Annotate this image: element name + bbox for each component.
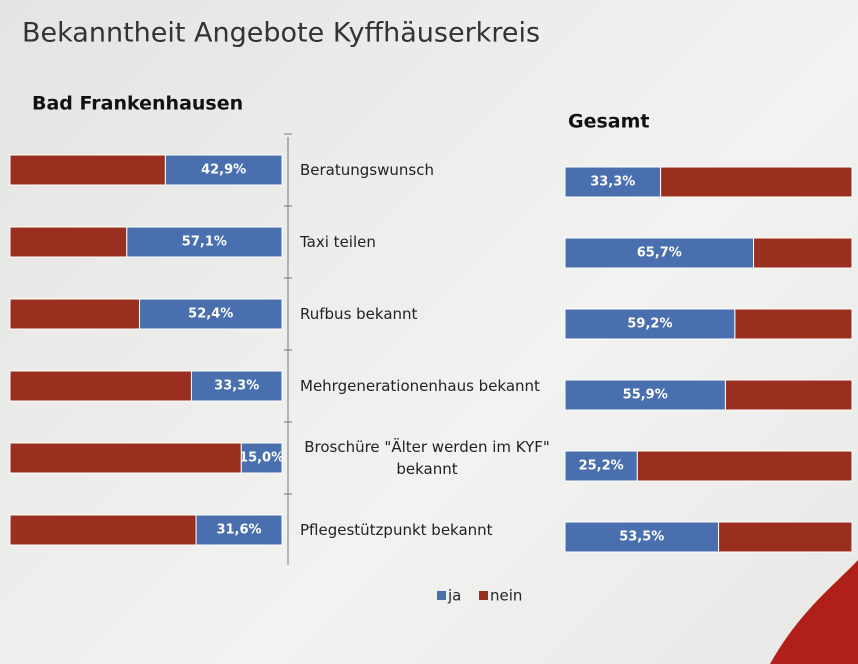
bar-segment bbox=[718, 521, 853, 553]
bar-segment bbox=[9, 298, 140, 330]
decoration bbox=[770, 560, 858, 664]
legend-swatch bbox=[437, 591, 446, 600]
data-label: 65,7% bbox=[637, 246, 682, 261]
data-label: 33,3% bbox=[214, 379, 259, 394]
chart-title: Bekanntheit Angebote Kyffhäuserkreis bbox=[22, 18, 540, 49]
category-label: Pflegestützpunkt bekannt bbox=[300, 521, 493, 539]
bar-segment bbox=[753, 237, 853, 269]
bar-segment bbox=[9, 442, 242, 474]
category-label: Rufbus bekannt bbox=[300, 305, 418, 323]
data-label: 25,2% bbox=[579, 459, 624, 474]
legend-label: nein bbox=[490, 587, 522, 605]
bar-segment bbox=[636, 450, 853, 482]
bar-segment bbox=[734, 308, 853, 340]
bar-segment bbox=[9, 514, 197, 546]
legend-swatch bbox=[479, 591, 488, 600]
bar-segment bbox=[660, 166, 853, 198]
category-label: Mehrgenerationenhaus bekannt bbox=[300, 377, 540, 395]
category-label: Beratungswunsch bbox=[300, 161, 434, 179]
bar-segment bbox=[138, 298, 283, 330]
bar-segment bbox=[9, 226, 128, 258]
bar-segment bbox=[564, 450, 638, 482]
category-label: Broschüre "Älter werden im KYF" bekannt bbox=[304, 438, 550, 478]
data-label: 52,4% bbox=[188, 307, 233, 322]
bar-segment bbox=[564, 308, 736, 340]
bar-segment bbox=[195, 514, 283, 546]
bar-segment bbox=[724, 379, 853, 411]
category-label: Taxi teilen bbox=[300, 233, 376, 251]
bar-segment bbox=[240, 442, 283, 474]
data-label: 59,2% bbox=[627, 317, 672, 332]
bar-segment bbox=[9, 370, 192, 402]
legend-label: ja bbox=[447, 587, 461, 605]
bar-segment bbox=[9, 154, 166, 186]
panel-title: Gesamt bbox=[568, 111, 650, 133]
data-label: 57,1% bbox=[182, 235, 227, 250]
data-label: 15,0% bbox=[239, 451, 284, 466]
data-label: 33,3% bbox=[590, 175, 635, 190]
data-label: 31,6% bbox=[216, 523, 261, 538]
panel-title: Bad Frankenhausen bbox=[32, 93, 243, 115]
data-label: 55,9% bbox=[623, 388, 668, 403]
data-label: 42,9% bbox=[201, 163, 246, 178]
data-label: 53,5% bbox=[619, 530, 664, 545]
bar-segment bbox=[126, 226, 283, 258]
